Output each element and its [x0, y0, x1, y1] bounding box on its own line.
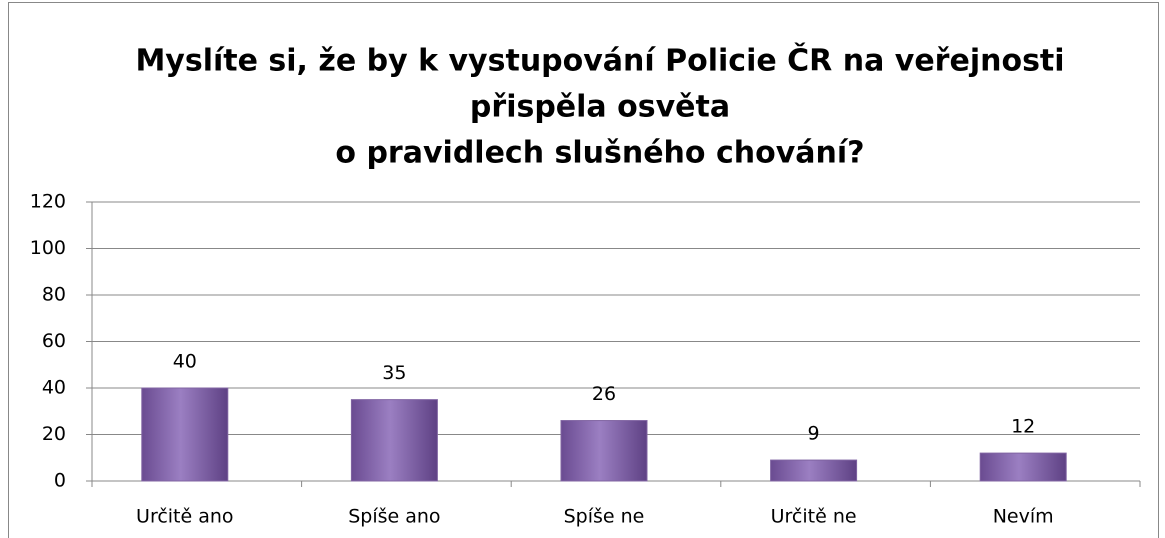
data-label: 35	[382, 362, 406, 384]
y-tick-label: 120	[30, 191, 66, 213]
bar	[560, 420, 648, 482]
bar	[979, 452, 1067, 482]
chart-title: Myslíte si, že by k vystupování Policie …	[135, 42, 1064, 79]
bar	[141, 387, 229, 482]
data-label: 26	[592, 383, 616, 405]
bar	[350, 399, 438, 482]
y-tick-label: 0	[54, 470, 66, 492]
y-tick-label: 20	[42, 423, 66, 445]
x-tick-label: Spíše ano	[348, 506, 440, 528]
y-tick-label: 100	[30, 237, 66, 259]
data-label: 12	[1011, 416, 1035, 438]
y-tick-label: 80	[42, 284, 66, 306]
x-tick-label: Nevím	[993, 506, 1054, 528]
x-tick-label: Určitě ano	[136, 506, 234, 528]
y-tick-label: 40	[42, 377, 66, 399]
x-tick-label: Spíše ne	[564, 506, 645, 528]
chart-title: o pravidlech slušného chování?	[335, 136, 864, 171]
bar	[770, 459, 858, 482]
chart-title: přispěla osvěta	[470, 90, 730, 125]
x-tick-label: Určitě ne	[771, 506, 857, 528]
data-label: 9	[808, 423, 820, 445]
y-tick-label: 60	[42, 330, 66, 352]
data-label: 40	[173, 351, 197, 373]
